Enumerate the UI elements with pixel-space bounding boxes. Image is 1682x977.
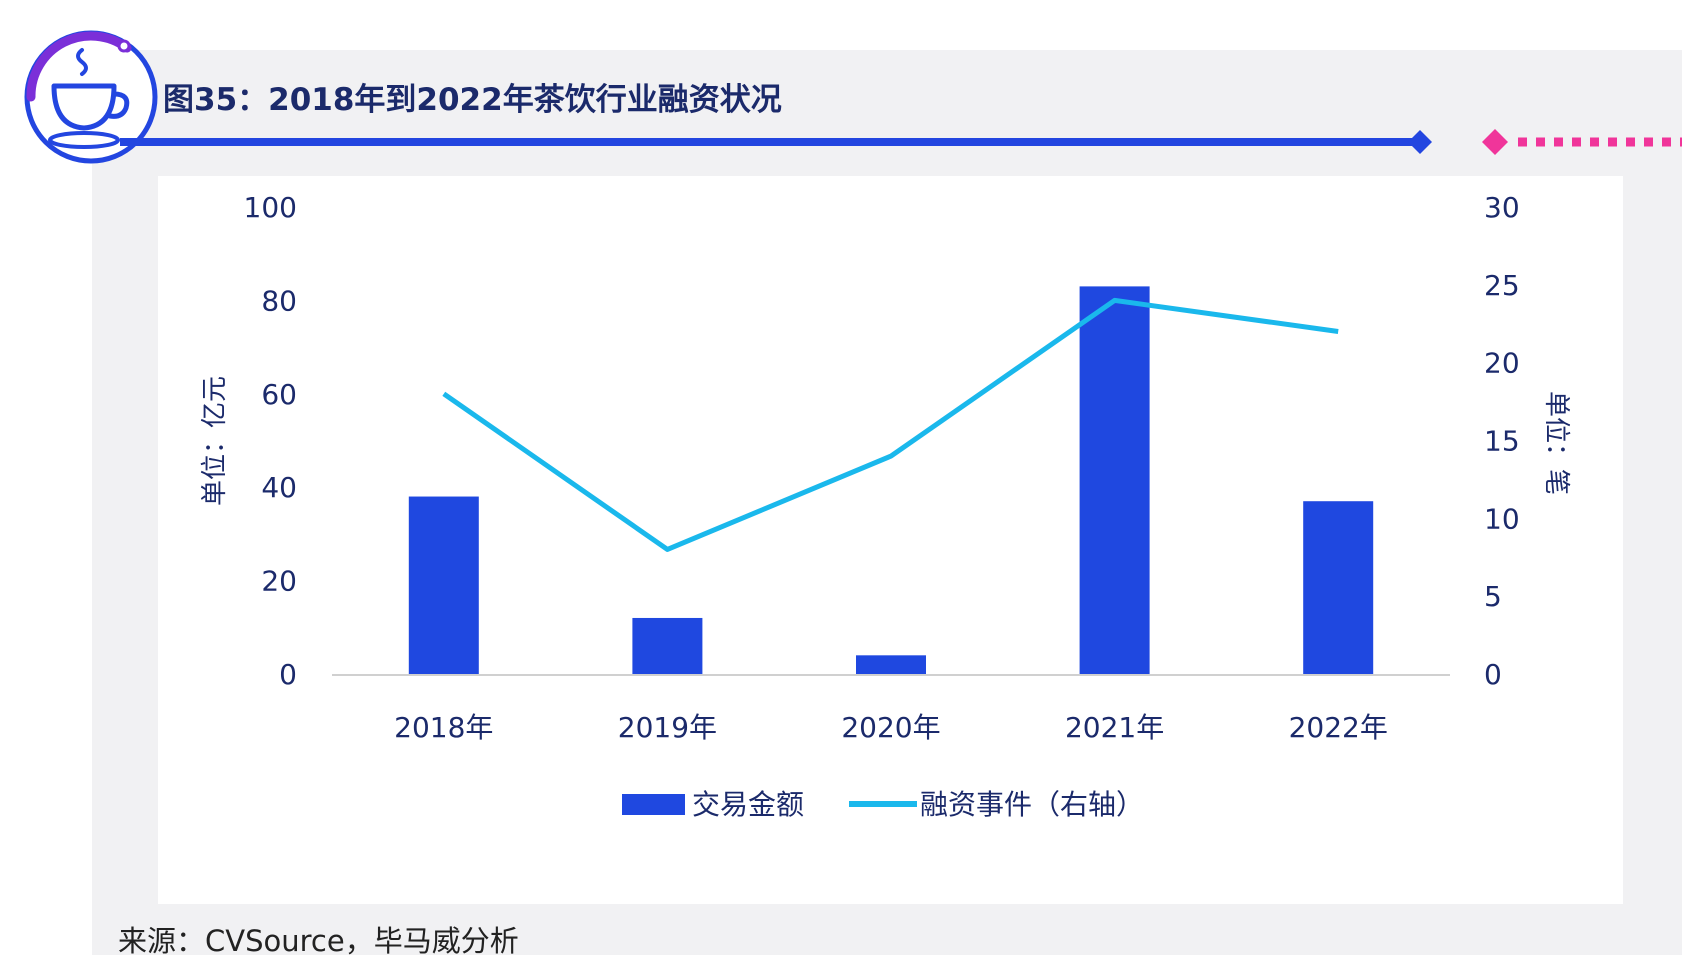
- teacup-icon: [24, 30, 158, 164]
- left-tick-label: 40: [261, 471, 297, 504]
- left-tick-label: 20: [261, 565, 297, 598]
- x-tick-label: 2020年: [841, 711, 940, 744]
- right-tick-label: 25: [1484, 269, 1520, 302]
- right-tick-label: 10: [1484, 502, 1520, 535]
- legend-bar-swatch: [622, 794, 685, 815]
- left-axis-title: 单位：亿元: [200, 376, 230, 506]
- chart-card: [158, 176, 1623, 904]
- legend-line-label: 融资事件（右轴）: [920, 788, 1144, 821]
- right-tick-label: 30: [1484, 191, 1520, 224]
- x-tick-label: 2019年: [618, 711, 717, 744]
- right-tick-label: 20: [1484, 347, 1520, 380]
- left-tick-label: 0: [279, 658, 297, 691]
- legend-bar-label: 交易金额: [692, 788, 804, 821]
- left-tick-label: 60: [261, 378, 297, 411]
- right-tick-label: 15: [1484, 425, 1520, 458]
- bar-2021年: [1079, 286, 1150, 674]
- legend: 交易金额 融资事件（右轴）: [622, 788, 1144, 821]
- bar-2020年: [856, 655, 926, 674]
- right-tick-label: 0: [1484, 658, 1502, 691]
- bar-2018年: [408, 496, 479, 674]
- x-tick-label: 2018年: [394, 711, 493, 744]
- x-tick-label: 2021年: [1065, 711, 1164, 744]
- right-axis-ticks: 0 5 10 15 20 25 30: [1484, 191, 1520, 691]
- left-axis-ticks: 0 20 40 60 80 100: [244, 191, 297, 691]
- line-series-path: [442, 297, 1339, 552]
- x-axis-ticks: 2018年 2019年 2020年 2021年 2022年: [394, 711, 1388, 744]
- figure-title: 图35：2018年到2022年茶饮行业融资状况: [163, 82, 782, 118]
- bar-2022年: [1303, 501, 1374, 674]
- left-tick-label: 80: [261, 284, 297, 317]
- right-tick-label: 5: [1484, 580, 1502, 613]
- x-tick-label: 2022年: [1289, 711, 1388, 744]
- right-axis-title: 单位：笔: [1541, 391, 1571, 495]
- source-note: 来源：CVSource，毕马威分析: [118, 924, 519, 958]
- bar-2019年: [632, 617, 703, 674]
- left-tick-label: 100: [244, 191, 297, 224]
- bar-series: [408, 286, 1374, 674]
